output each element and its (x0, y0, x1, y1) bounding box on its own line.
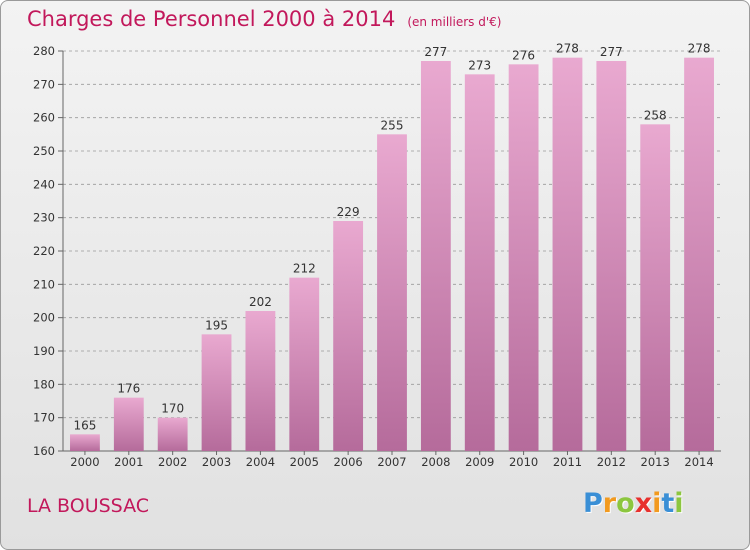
bar (333, 221, 364, 451)
x-tick-label: 2005 (290, 455, 319, 469)
x-tick-label: 2008 (421, 455, 450, 469)
y-tick-label: 260 (33, 111, 55, 125)
bar (157, 417, 188, 451)
data-label: 276 (512, 48, 535, 62)
y-tick-label: 190 (33, 344, 55, 358)
y-tick-label: 220 (33, 244, 55, 258)
y-tick-label: 270 (33, 77, 55, 91)
x-tick-label: 2004 (246, 455, 275, 469)
chart-subtitle: (en milliers d'€) (407, 15, 502, 29)
bar (596, 61, 627, 451)
x-tick-label: 2007 (377, 455, 406, 469)
x-tick-label: 2009 (465, 455, 494, 469)
logo-letter: i (652, 488, 662, 519)
y-tick-label: 210 (33, 277, 55, 291)
x-tick-label: 2014 (684, 455, 713, 469)
data-label: 212 (293, 262, 316, 276)
x-tick-label: 2010 (509, 455, 538, 469)
y-tick-label: 170 (33, 411, 55, 425)
proxiti-logo[interactable]: Proxiti (583, 488, 684, 519)
x-tick-label: 2011 (553, 455, 582, 469)
data-labels: 165 176 170 195 202 212 229 255 277 273 276 278 277 2… (73, 42, 710, 433)
bar (552, 57, 583, 452)
y-tick-label: 230 (33, 211, 55, 225)
bar (245, 311, 276, 451)
data-label: 165 (73, 418, 96, 432)
x-tick-label: 2013 (641, 455, 670, 469)
x-tick-label: 2000 (70, 455, 99, 469)
bar (113, 397, 144, 451)
logo-letter: t (661, 488, 675, 519)
data-label: 278 (688, 42, 711, 56)
data-label: 278 (556, 42, 579, 56)
y-tick-label: 160 (33, 444, 55, 458)
bar (70, 434, 100, 451)
y-tick-label: 250 (33, 144, 55, 158)
bar (640, 124, 671, 451)
logo-letter: P (583, 488, 603, 519)
bar (464, 74, 495, 451)
bars (70, 57, 714, 452)
data-label: 258 (644, 108, 667, 122)
chart-title: Charges de Personnel 2000 à 2014 (en mill… (27, 7, 501, 31)
bar (508, 64, 539, 452)
bar (201, 334, 232, 451)
x-tick-label: 2006 (333, 455, 362, 469)
data-label: 277 (424, 45, 447, 59)
y-tick-label: 280 (33, 44, 55, 58)
y-tick-label: 200 (33, 311, 55, 325)
data-label: 202 (249, 295, 272, 309)
location-name: LA BOUSSAC (27, 495, 150, 517)
logo-letter: i (674, 488, 684, 519)
x-tick-label: 2002 (158, 455, 187, 469)
bar (420, 61, 451, 451)
x-tick-label: 2001 (114, 455, 143, 469)
data-label: 277 (600, 45, 623, 59)
chart-title-text: Charges de Personnel 2000 à 2014 (27, 7, 396, 31)
logo-letter: o (616, 488, 635, 519)
data-label: 195 (205, 318, 228, 332)
data-label: 229 (337, 205, 360, 219)
data-label: 255 (381, 118, 404, 132)
y-tick-label: 180 (33, 377, 55, 391)
logo-letter: r (602, 488, 617, 519)
bar (289, 277, 320, 451)
x-tick-label: 2012 (597, 455, 626, 469)
x-tick-label: 2003 (202, 455, 231, 469)
y-tick-label: 240 (33, 177, 55, 191)
bar (684, 57, 714, 452)
logo-letter: x (634, 488, 653, 519)
data-label: 170 (161, 402, 184, 416)
bar (377, 134, 407, 452)
data-label: 273 (468, 58, 491, 72)
data-label: 176 (117, 382, 140, 396)
